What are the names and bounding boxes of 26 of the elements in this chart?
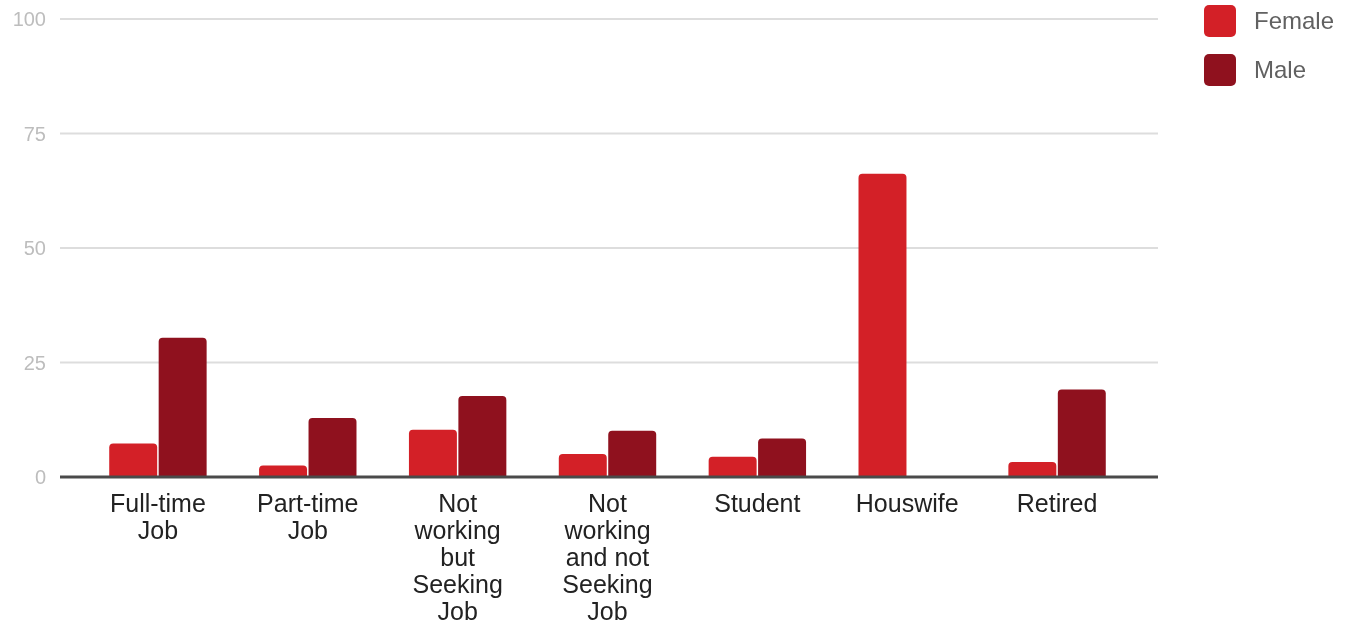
bar (558, 454, 607, 477)
bar (458, 395, 507, 477)
x-tick-label: Retired (1016, 489, 1098, 517)
bar (158, 337, 207, 477)
bar (1008, 461, 1057, 477)
x-tick-label: Part-time Job (257, 489, 359, 544)
y-tick-label: 75 (23, 122, 46, 145)
bar (758, 438, 807, 477)
y-tick-label: 0 (34, 466, 46, 488)
bar (408, 429, 457, 477)
x-tick-label: Not working but Seeking Job (412, 489, 503, 625)
legend-label: Female (1254, 7, 1335, 35)
bar (858, 173, 907, 477)
x-tick-label: Student (714, 489, 801, 517)
x-tick-label: Not working and not Seeking Job (562, 489, 653, 625)
x-tick-label: Full-time Job (110, 489, 206, 544)
bar (308, 417, 357, 477)
legend-label: Male (1254, 56, 1307, 84)
y-tick-label: 100 (12, 8, 46, 30)
bar (708, 456, 757, 477)
y-tick-label: 50 (23, 237, 46, 259)
x-tick-label: Houswife (855, 489, 959, 517)
bar (1057, 389, 1106, 477)
bar (109, 443, 158, 477)
y-tick-label: 25 (23, 351, 46, 374)
bar (608, 430, 657, 477)
